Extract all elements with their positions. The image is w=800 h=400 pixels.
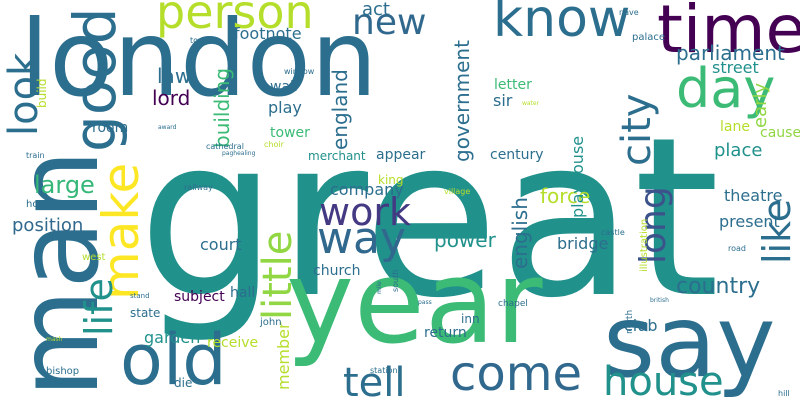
word-new: new xyxy=(352,2,427,43)
word-bridge: bridge xyxy=(557,234,609,253)
word-hotel: hotel xyxy=(26,199,52,210)
word-house: house xyxy=(603,359,724,400)
word-say: say xyxy=(603,283,776,400)
word-bishop: bishop xyxy=(46,366,80,377)
word-king: king xyxy=(378,173,404,187)
word-sir: sir xyxy=(493,91,513,110)
word-subject: subject xyxy=(174,289,225,305)
word-garden: garden xyxy=(144,328,201,347)
word-build: build xyxy=(35,78,49,108)
word-london: london xyxy=(20,0,378,120)
word-cathedral: cathedral xyxy=(206,142,244,151)
word-force: force xyxy=(540,184,591,208)
word-palace: palace xyxy=(632,32,666,43)
word-member: member xyxy=(274,322,293,390)
word-england: england xyxy=(328,69,352,150)
word-paghealing: paghealing xyxy=(222,150,256,157)
word-early: early xyxy=(750,82,771,128)
word-like: like xyxy=(755,198,799,264)
word-country: country xyxy=(676,274,761,299)
word-power: power xyxy=(434,228,496,252)
word-room: room xyxy=(92,120,129,136)
word-award: award xyxy=(158,124,177,131)
word-town: town xyxy=(190,36,210,45)
word-wall: wall xyxy=(270,79,298,95)
word-street: street xyxy=(712,58,759,77)
word-inn: inn xyxy=(461,312,480,326)
word-building: building xyxy=(210,67,234,148)
word-government: government xyxy=(450,40,474,162)
word-nave: nave xyxy=(619,8,639,17)
word-west: west xyxy=(82,252,106,263)
word-act: act xyxy=(362,0,390,20)
word-tell: tell xyxy=(343,360,406,400)
word-window: window xyxy=(284,67,315,76)
word-little: little xyxy=(255,230,301,320)
word-lord: lord xyxy=(152,86,191,110)
word-way: way xyxy=(317,213,406,264)
word-place: place xyxy=(714,140,763,161)
word-die: die xyxy=(174,376,193,390)
word-present: present xyxy=(719,212,780,231)
word-hill: hill xyxy=(778,389,790,398)
word-century: century xyxy=(490,147,544,163)
word-return: return xyxy=(424,325,467,341)
word-mash: mash xyxy=(46,336,63,343)
word-train: train xyxy=(26,151,45,160)
word-chapel: chapel xyxy=(498,299,528,309)
word-north: north xyxy=(625,309,635,334)
word-church: church xyxy=(313,263,361,279)
word-railway: railway xyxy=(184,183,213,192)
word-appear: appear xyxy=(376,147,426,163)
word-large: large xyxy=(34,171,95,199)
word-club: club xyxy=(624,316,658,335)
word-illustration: illustration xyxy=(639,218,650,272)
word-year: year xyxy=(286,236,543,370)
word-letter: letter xyxy=(494,77,532,93)
word-stand: stand xyxy=(130,292,150,300)
word-know: know xyxy=(493,0,631,49)
word-time: time xyxy=(657,0,800,68)
word-station: station xyxy=(370,366,398,375)
word-state: state xyxy=(130,306,161,320)
word-village: village xyxy=(444,187,471,196)
word-day: day xyxy=(676,57,776,120)
word-company: company xyxy=(330,180,404,199)
word-court: court xyxy=(200,235,242,254)
word-road: road xyxy=(728,244,746,253)
word-great: great xyxy=(138,90,720,346)
word-come: come xyxy=(450,346,583,400)
word-english: english xyxy=(508,197,532,269)
word-mile: mile xyxy=(376,281,383,294)
word-parliament: parliament xyxy=(676,41,785,65)
word-tower: tower xyxy=(270,125,310,141)
word-footnote: footnote xyxy=(234,24,302,43)
word-castle: castle xyxy=(601,228,625,237)
word-person: person xyxy=(156,0,314,39)
word-theatre: theatre xyxy=(724,186,783,205)
word-pass: pass xyxy=(418,299,432,306)
word-receive: receive xyxy=(207,335,259,351)
word-south: south xyxy=(391,269,400,292)
word-lane: lane xyxy=(720,119,750,135)
word-john: john xyxy=(260,317,282,328)
word-playhouse: playhouse xyxy=(568,135,587,218)
word-hall: hall xyxy=(230,285,256,301)
word-merchant: merchant xyxy=(308,149,366,163)
word-old: old xyxy=(120,319,227,400)
word-choir: choir xyxy=(264,140,284,149)
word-work: work xyxy=(319,190,411,234)
word-british: british xyxy=(650,297,669,304)
word-life: life xyxy=(77,278,121,336)
word-cause: cause xyxy=(760,125,800,141)
word-water: water xyxy=(522,100,540,107)
word-city: city xyxy=(614,93,660,166)
word-position: position xyxy=(12,215,84,236)
word-law: law xyxy=(157,64,192,88)
word-play: play xyxy=(268,98,302,117)
